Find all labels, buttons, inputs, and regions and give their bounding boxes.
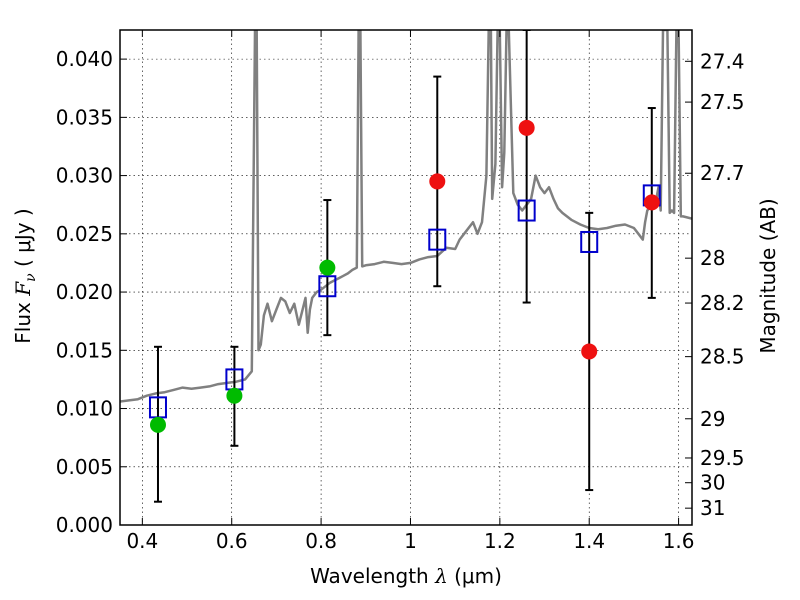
model-photometry-square [580,230,599,253]
magnitude-tick-label: 29.5 [700,446,745,470]
observed-nir-point [518,119,535,136]
y-tick-label: 0.015 [56,338,113,362]
magnitude-tick-label: 28 [700,246,725,270]
magnitude-tick-label: 28.2 [700,291,745,315]
y-tick-label: 0.025 [56,222,113,246]
model-photometry-square [517,199,536,222]
magnitude-tick-label: 29 [700,407,725,431]
x-tick-label: 1 [404,529,417,553]
model-photometry-square [318,275,337,298]
x-tick-label: 1.4 [573,529,605,553]
markers [148,119,661,433]
y-tick-label: 0.040 [56,47,113,71]
ticks: 0.4 0.6 0.8 1 1.2 1.4 1.6 0.000 0.005 0.010 0.015 0… [56,30,745,553]
y-tick-label: 0.035 [56,105,113,129]
model-photometry-square [428,228,447,251]
magnitude-axis-label: Magnitude (AB) [756,198,780,353]
observed-nir-point [643,194,660,211]
magnitude-tick-label: 30 [700,471,725,495]
magnitude-tick-label: 27.4 [700,49,745,73]
y-tick-label: 0.000 [56,513,113,537]
magnitude-tick-label: 31 [700,496,725,520]
grid [120,30,692,525]
observed-nir-point [429,173,446,190]
y-axis-label: Flux Fν ( μJy ) [11,208,39,343]
y-tick-label: 0.030 [56,164,113,188]
error-bars [153,30,656,503]
magnitude-tick-label: 27.7 [700,161,745,185]
x-axis-label: Wavelength λ (μm) [310,564,502,588]
observed-optical-point [319,259,336,276]
model-spectrum-line [120,30,692,403]
plot-frame [119,29,693,526]
observed-optical-point [149,416,166,433]
x-tick-label: 1.6 [663,529,695,553]
y-tick-label: 0.020 [56,280,113,304]
observed-nir-point [581,343,598,360]
x-tick-label: 0.8 [305,529,337,553]
magnitude-tick-label: 28.5 [700,345,745,369]
model-spectrum-layer [120,30,692,403]
x-tick-label: 1.2 [484,529,516,553]
y-tick-label: 0.005 [56,455,113,479]
y-tick-label: 0.010 [56,397,113,421]
x-tick-label: 0.6 [216,529,248,553]
magnitude-tick-label: 27.5 [700,90,745,114]
observed-optical-point [226,387,243,404]
x-tick-label: 0.4 [126,529,158,553]
